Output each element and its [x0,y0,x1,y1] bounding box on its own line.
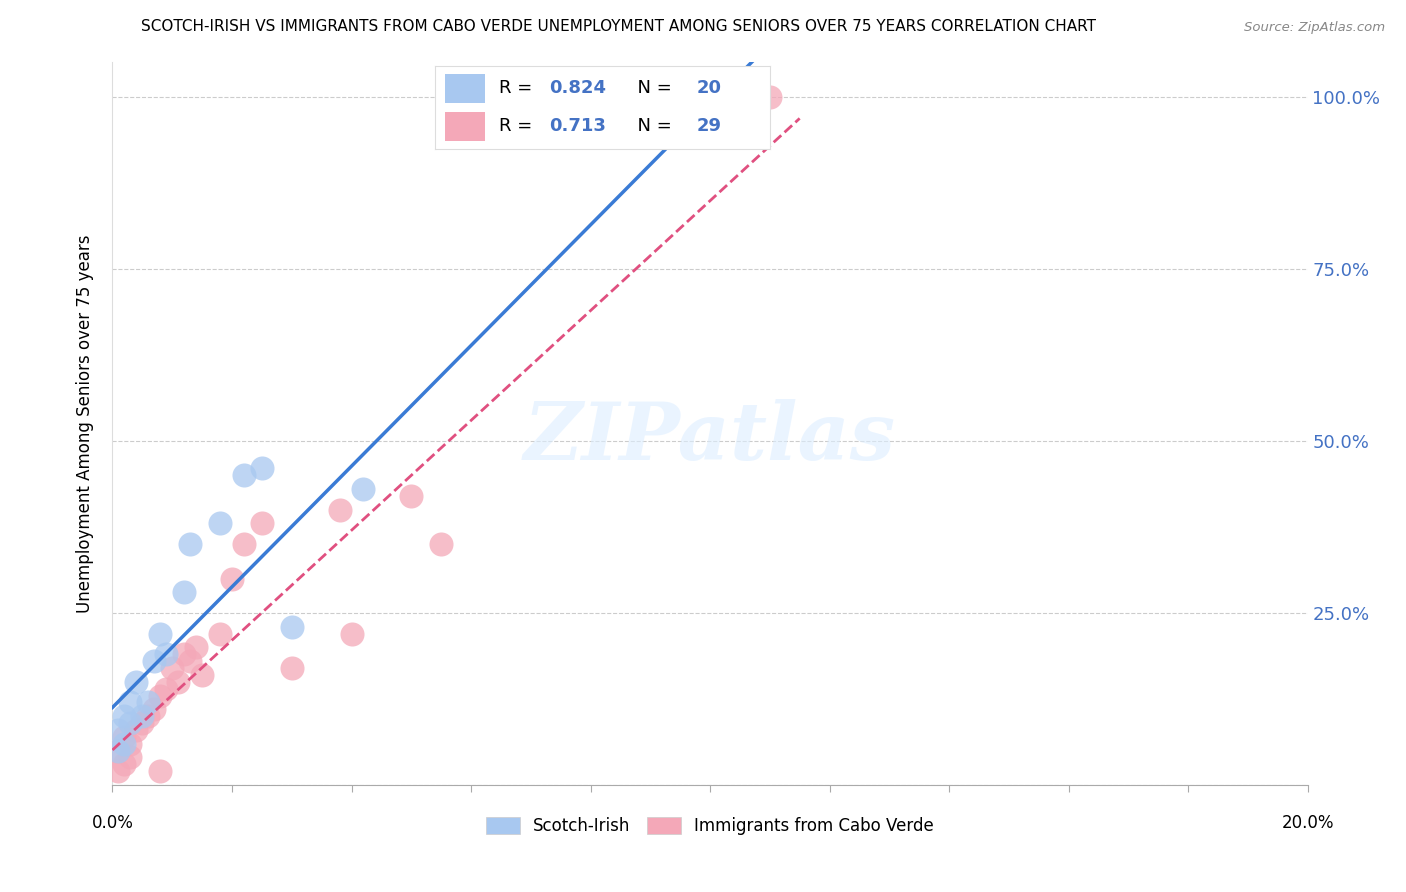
Text: 0.0%: 0.0% [91,814,134,832]
Point [114,757,135,772]
Point [107,743,129,757]
Point [138,695,160,709]
Point [221,572,243,586]
Point [329,502,352,516]
Text: 20.0%: 20.0% [1281,814,1334,832]
Point [107,723,129,737]
Point [120,695,142,709]
Point [162,661,183,675]
Point [728,90,751,104]
Point [125,674,148,689]
Point [120,716,142,731]
Point [209,516,232,531]
Point [155,647,177,661]
Point [430,537,453,551]
Point [120,737,142,751]
Point [281,620,304,634]
Point [353,482,375,496]
Point [209,626,232,640]
Legend: Scotch-Irish, Immigrants from Cabo Verde: Scotch-Irish, Immigrants from Cabo Verde [479,810,941,842]
Point [120,750,142,764]
Point [281,661,304,675]
Point [114,709,135,723]
Point [186,640,208,655]
Point [107,764,129,779]
Point [138,709,160,723]
Y-axis label: Unemployment Among Seniors over 75 years: Unemployment Among Seniors over 75 years [76,235,94,613]
Point [191,668,214,682]
Point [250,461,273,475]
Point [143,702,166,716]
Point [179,537,201,551]
Point [131,716,153,731]
Point [340,626,363,640]
Point [233,537,256,551]
Point [114,730,135,744]
Text: ZIPatlas: ZIPatlas [524,400,896,477]
Point [250,516,273,531]
Point [173,647,195,661]
Text: SCOTCH-IRISH VS IMMIGRANTS FROM CABO VERDE UNEMPLOYMENT AMONG SENIORS OVER 75 YE: SCOTCH-IRISH VS IMMIGRANTS FROM CABO VER… [141,20,1097,34]
Point [155,681,177,696]
Point [149,626,172,640]
Text: Source: ZipAtlas.com: Source: ZipAtlas.com [1244,21,1385,34]
Point [125,723,148,737]
Point [149,689,172,703]
Point [179,654,201,668]
Point [401,489,423,503]
Point [167,674,190,689]
Point [131,709,153,723]
Point [143,654,166,668]
Point [107,743,129,757]
Point [173,585,195,599]
Point [149,764,172,779]
Point [233,468,256,483]
Point [114,737,135,751]
Point [759,90,782,104]
